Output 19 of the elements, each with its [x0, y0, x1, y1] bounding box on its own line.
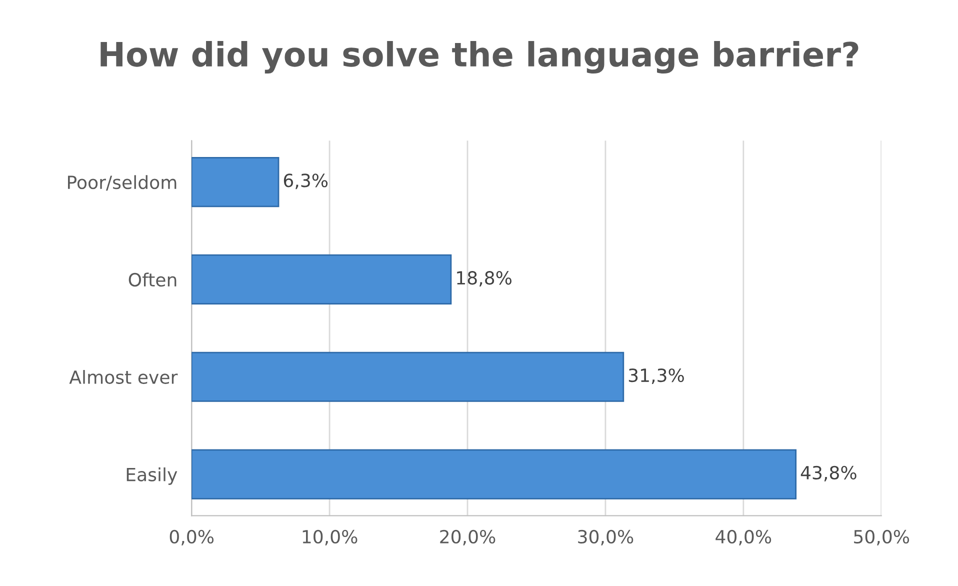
- x-tick-label: 30,0%: [578, 530, 634, 546]
- x-tick-label: 20,0%: [440, 530, 496, 546]
- y-tick-label: Easily: [126, 467, 178, 485]
- y-tick-label: Often: [128, 272, 176, 287]
- x-tick-label: 0,0%: [170, 530, 214, 546]
- data-label: 18,8%: [457, 271, 512, 287]
- bar: [192, 449, 797, 500]
- x-tick-label: 10,0%: [302, 530, 358, 546]
- chart-title: How did you solve the language barrier?: [100, 41, 858, 74]
- data-label: 31,3%: [628, 368, 684, 384]
- x-tick-label: 40,0%: [716, 530, 772, 546]
- data-label: 43,8%: [800, 466, 856, 482]
- y-tick-label: Poor/seldom: [68, 175, 176, 191]
- bar: [192, 156, 280, 208]
- data-label: 6,3%: [284, 174, 328, 190]
- y-tick-label: Almost ever: [69, 370, 178, 384]
- x-tick-label: 50,0%: [854, 530, 910, 546]
- bar: [192, 254, 452, 304]
- bar: [192, 352, 624, 402]
